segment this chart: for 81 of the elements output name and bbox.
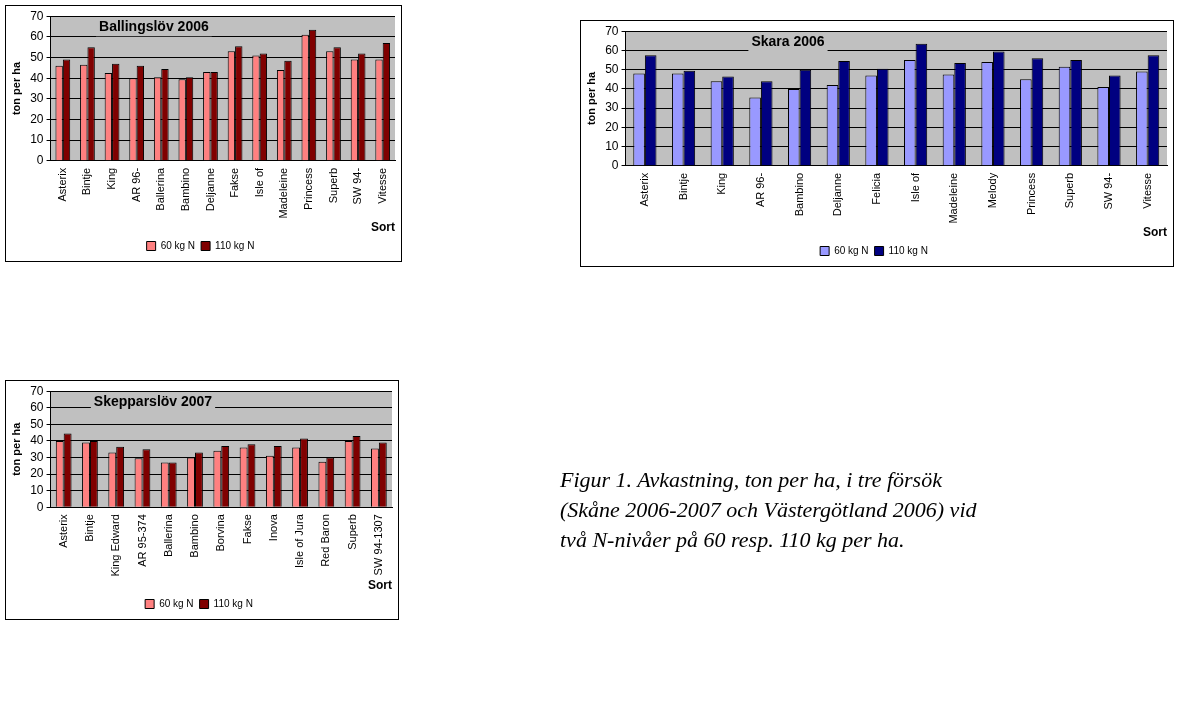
x-tick-label: SW 94-1307 bbox=[371, 514, 384, 576]
y-tick-label: 60 bbox=[30, 29, 44, 44]
x-tick-label: Madeleine bbox=[277, 167, 290, 219]
x-tick-label: Madeleine bbox=[947, 172, 960, 224]
y-tick-label: 30 bbox=[30, 449, 44, 464]
x-tick-label: Bintje bbox=[676, 172, 689, 201]
x-tick-label: Asterix bbox=[55, 167, 68, 202]
y-tick-label: 10 bbox=[605, 138, 619, 153]
x-tick-label: Melody bbox=[985, 172, 998, 209]
y-tick-label: 70 bbox=[605, 23, 619, 38]
x-tick-label: AR 96- bbox=[129, 167, 142, 203]
legend-label: 60 kg N bbox=[834, 244, 869, 256]
legend-label: 60 kg N bbox=[159, 597, 194, 609]
x-tick-label: Vitesse bbox=[1140, 172, 1153, 209]
x-tick-label: SW 94- bbox=[351, 167, 364, 205]
x-tick-label: Asterix bbox=[56, 513, 69, 548]
y-tick-label: 50 bbox=[30, 49, 44, 64]
x-tick-label: Bintje bbox=[82, 514, 95, 542]
y-tick-label: 40 bbox=[30, 433, 44, 448]
x-tick-label: Isle of bbox=[908, 171, 921, 203]
x-tick-label: AR 96- bbox=[753, 172, 766, 208]
y-tick-label: 50 bbox=[605, 61, 619, 76]
x-tick-label: Ballerina bbox=[154, 166, 167, 211]
x-tick-label: Superb bbox=[1063, 172, 1076, 209]
x-tick-label: Fakse bbox=[228, 167, 241, 198]
y-tick-label: 60 bbox=[30, 400, 44, 415]
x-tick-label: Felicia bbox=[869, 171, 882, 205]
y-axis-title: ton per ha bbox=[9, 61, 22, 116]
y-tick-label: 40 bbox=[605, 81, 619, 96]
x-tick-label: Inova bbox=[266, 513, 279, 542]
x-tick-label: King Edward bbox=[109, 514, 122, 577]
x-tick-label: King bbox=[105, 167, 118, 190]
x-tick-label: Bintje bbox=[80, 167, 93, 196]
y-axis-title: ton per ha bbox=[584, 71, 597, 126]
chart-title: Skara 2006 bbox=[751, 33, 825, 50]
y-tick-label: 0 bbox=[36, 153, 44, 168]
y-tick-label: 50 bbox=[30, 416, 44, 431]
y-tick-label: 20 bbox=[30, 466, 44, 481]
legend-label: 110 kg N bbox=[213, 597, 253, 609]
x-tick-label: Borvina bbox=[214, 513, 227, 552]
y-tick-label: 40 bbox=[30, 70, 44, 85]
x-tick-label: AR 95-374 bbox=[135, 514, 148, 567]
x-tick-label: Asterix bbox=[637, 172, 650, 207]
y-tick-label: 0 bbox=[611, 158, 619, 173]
legend-label: 110 kg N bbox=[888, 244, 928, 256]
x-tick-label: Princess bbox=[1024, 172, 1037, 216]
y-tick-label: 10 bbox=[30, 482, 44, 497]
x-tick-label: Superb bbox=[326, 167, 339, 204]
x-tick-label: Deljanne bbox=[831, 172, 844, 217]
x-tick-label: King bbox=[715, 172, 728, 195]
y-tick-label: 70 bbox=[30, 8, 44, 23]
y-tick-label: 20 bbox=[30, 111, 44, 126]
x-tick-label: Superb bbox=[345, 514, 358, 550]
x-axis-title: Sort bbox=[1143, 225, 1167, 240]
x-tick-label: Bambino bbox=[792, 172, 805, 217]
x-axis-title: Sort bbox=[368, 578, 392, 593]
x-axis-title: Sort bbox=[371, 220, 395, 235]
legend-label: 110 kg N bbox=[215, 239, 255, 251]
y-tick-label: 20 bbox=[605, 119, 619, 134]
y-tick-label: 30 bbox=[30, 91, 44, 106]
x-tick-label: Bambino bbox=[188, 514, 201, 558]
x-tick-label: Deljanne bbox=[203, 167, 216, 212]
x-tick-label: Fakse bbox=[240, 514, 253, 545]
x-tick-label: Isle of Jura bbox=[293, 513, 306, 569]
text: Figur 1. Avkastning, ton per ha, i tre försök (Skåne 2006-2007 och Västergötland 2006) vid två N-nivåer på 60 resp. 110 kg per ha. bbox=[560, 466, 978, 554]
x-tick-label: Isle of bbox=[252, 166, 265, 198]
chart-title: Ballingslöv 2006 bbox=[99, 18, 209, 35]
x-tick-label: Red Baron bbox=[319, 514, 332, 567]
y-tick-label: 10 bbox=[30, 132, 44, 147]
x-tick-label: SW 94- bbox=[1102, 172, 1115, 210]
y-tick-label: 30 bbox=[605, 100, 619, 115]
y-tick-label: 0 bbox=[36, 499, 44, 514]
chart-title: Skepparslöv 2007 bbox=[93, 393, 213, 410]
x-tick-label: Princess bbox=[301, 167, 314, 211]
x-tick-label: Ballerina bbox=[161, 513, 174, 558]
x-tick-label: Bambino bbox=[178, 167, 191, 212]
x-tick-label: Vitesse bbox=[375, 167, 388, 204]
y-axis-title: ton per ha bbox=[9, 421, 22, 476]
legend-label: 60 kg N bbox=[160, 239, 196, 251]
y-tick-label: 70 bbox=[30, 383, 44, 398]
y-tick-label: 60 bbox=[605, 42, 619, 57]
